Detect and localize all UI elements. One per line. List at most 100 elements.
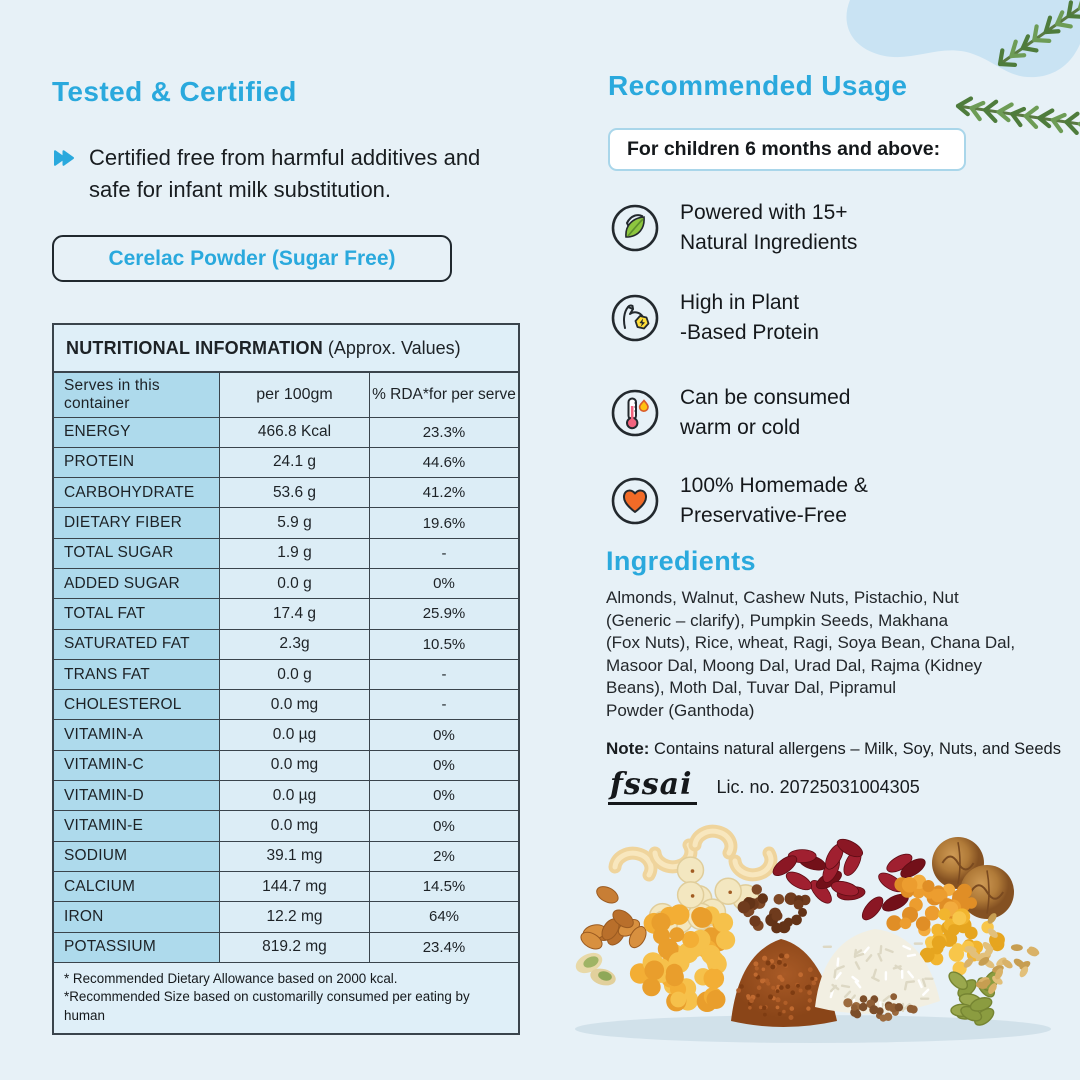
row-label: CALCIUM bbox=[54, 871, 220, 902]
row-label: ENERGY bbox=[54, 417, 220, 447]
table-row: CHOLESTEROL 0.0 mg - bbox=[54, 690, 518, 721]
nutrition-table: NUTRITIONAL INFORMATION (Approx. Values)… bbox=[52, 323, 520, 1036]
table-row: IRON 12.2 mg 64% bbox=[54, 902, 518, 933]
value-rda-percent: 64% bbox=[428, 908, 460, 926]
age-recommendation-box: For children 6 months and above: bbox=[608, 128, 966, 171]
value-per-100gm: 1.9 g bbox=[220, 538, 370, 568]
table-row: VITAMIN-C 0.0 mg 0% bbox=[54, 750, 518, 782]
table-row: TOTAL SUGAR 1.9 g - bbox=[54, 538, 518, 569]
ingredients-list: Almonds, Walnut, Cashew Nuts, Pistachio,… bbox=[606, 588, 1016, 720]
row-label: VITAMIN-C bbox=[54, 750, 220, 781]
row-label: PROTEIN bbox=[54, 447, 220, 478]
value-per-100gm: 819.2 mg bbox=[220, 932, 370, 962]
table-row: TRANS FAT 0.0 g - bbox=[54, 659, 518, 691]
row-label: CARBOHYDRATE bbox=[54, 478, 220, 508]
value-per-100gm: 0.0 g bbox=[220, 659, 370, 690]
value-rda-percent: 44.6% bbox=[422, 453, 466, 471]
value-per-100gm: 144.7 mg bbox=[220, 871, 370, 902]
table-row: CALCIUM 144.7 mg 14.5% bbox=[54, 871, 518, 903]
table-row: DIETARY FIBER 5.9 g 19.6% bbox=[54, 508, 518, 539]
license-row: fssai Lic. no. 20725031004305 bbox=[608, 770, 920, 805]
row-label: POTASSIUM bbox=[54, 932, 220, 962]
row-label: TOTAL FAT bbox=[54, 599, 220, 629]
allergen-note: Note: Contains natural allergens – Milk,… bbox=[606, 739, 1061, 759]
feature-plant-protein: High in Plant -Based Protein bbox=[610, 287, 819, 349]
value-rda-percent: - bbox=[441, 544, 447, 562]
table-title-rest: (Approx. Values) bbox=[322, 337, 461, 358]
col-header-per100gm: per 100gm bbox=[220, 373, 370, 417]
feature-natural-ingredients: Powered with 15+ Natural Ingredients bbox=[610, 197, 857, 259]
value-per-100gm: 24.1 g bbox=[220, 447, 370, 478]
note-label: Note: bbox=[606, 739, 650, 758]
row-label: TOTAL SUGAR bbox=[54, 538, 220, 568]
value-rda-percent: 25.9% bbox=[422, 605, 466, 623]
table-row: TOTAL FAT 17.4 g 25.9% bbox=[54, 599, 518, 630]
value-per-100gm: 0.0 mg bbox=[220, 690, 370, 720]
value-per-100gm: 5.9 g bbox=[220, 508, 370, 538]
table-row: SODIUM 39.1 mg 2% bbox=[54, 841, 518, 872]
value-per-100gm: 466.8 Kcal bbox=[220, 417, 370, 447]
feature-text: High in Plant -Based Protein bbox=[680, 291, 819, 344]
value-per-100gm: 0.0 µg bbox=[220, 781, 370, 811]
table-row: ENERGY 466.8 Kcal 23.3% bbox=[54, 417, 518, 448]
footnote-size: *Recommended Size based on customarilly … bbox=[64, 989, 470, 1023]
col-header-rda: % RDA*for per serve bbox=[372, 385, 516, 403]
value-per-100gm: 2.3g bbox=[220, 629, 370, 659]
heart-icon bbox=[611, 477, 659, 525]
value-per-100gm: 12.2 mg bbox=[220, 902, 370, 932]
muscle-icon bbox=[611, 294, 659, 342]
table-footnotes: * Recommended Dietary Allowance based on… bbox=[54, 962, 518, 1034]
value-per-100gm: 17.4 g bbox=[220, 599, 370, 629]
certified-bullet-text: Certified free from harmful additives an… bbox=[89, 145, 481, 202]
value-rda-percent: 0% bbox=[433, 726, 455, 744]
value-rda-percent: 0% bbox=[433, 575, 455, 593]
table-row: SATURATED FAT 2.3g 10.5% bbox=[54, 629, 518, 660]
table-row: VITAMIN-E 0.0 mg 0% bbox=[54, 811, 518, 842]
value-per-100gm: 53.6 g bbox=[220, 478, 370, 508]
fssai-logo: fssai bbox=[608, 770, 697, 805]
footnote-rda: * Recommended Dietary Allowance based on… bbox=[64, 970, 398, 986]
value-rda-percent: - bbox=[441, 696, 447, 714]
value-per-100gm: 39.1 mg bbox=[220, 841, 370, 871]
value-rda-percent: 0% bbox=[433, 787, 455, 805]
row-label: SODIUM bbox=[54, 841, 220, 871]
feature-text: Powered with 15+ Natural Ingredients bbox=[680, 201, 858, 254]
certified-bullet-row: Certified free from harmful additives an… bbox=[52, 142, 512, 206]
leaf-icon bbox=[611, 204, 659, 252]
table-title-bold: NUTRITIONAL INFORMATION bbox=[66, 337, 323, 358]
table-row: POTASSIUM 819.2 mg 23.4% bbox=[54, 932, 518, 963]
double-chevron-icon bbox=[54, 150, 74, 166]
license-number: Lic. no. 20725031004305 bbox=[716, 777, 920, 797]
table-row: VITAMIN-D 0.0 µg 0% bbox=[54, 781, 518, 812]
value-per-100gm: 0.0 µg bbox=[220, 720, 370, 750]
value-rda-percent: 19.6% bbox=[422, 514, 466, 532]
value-rda-percent: 0% bbox=[433, 756, 455, 774]
value-per-100gm: 0.0 g bbox=[220, 568, 370, 599]
note-text: Contains natural allergens – Milk, Soy, … bbox=[649, 740, 1061, 758]
row-label: VITAMIN-D bbox=[54, 781, 220, 811]
nuts-grains-photo bbox=[575, 824, 1051, 1043]
thermometer-icon bbox=[611, 389, 659, 437]
product-name-box: Cerelac Powder (Sugar Free) bbox=[52, 235, 452, 282]
row-label: VITAMIN-A bbox=[54, 720, 220, 750]
table-row: PROTEIN 24.1 g 44.6% bbox=[54, 447, 518, 479]
value-rda-percent: 0% bbox=[433, 817, 455, 835]
feature-text: Can be consumed warm or cold bbox=[680, 386, 851, 439]
value-rda-percent: 10.5% bbox=[422, 635, 466, 653]
value-rda-percent: 2% bbox=[433, 847, 455, 865]
table-header-row: Serves in this container per 100gm % RDA… bbox=[54, 373, 518, 418]
value-rda-percent: 23.3% bbox=[422, 423, 466, 441]
decorative-blob bbox=[846, 0, 1080, 78]
row-label: IRON bbox=[54, 902, 220, 932]
value-rda-percent: 41.2% bbox=[422, 484, 466, 502]
row-label: DIETARY FIBER bbox=[54, 508, 220, 538]
tested-certified-title: Tested & Certified bbox=[52, 76, 297, 107]
ingredients-title: Ingredients bbox=[606, 546, 756, 576]
table-row: CARBOHYDRATE 53.6 g 41.2% bbox=[54, 478, 518, 509]
row-label: TRANS FAT bbox=[54, 659, 220, 690]
col-header-serves: Serves in this container bbox=[54, 373, 220, 417]
row-label: CHOLESTEROL bbox=[54, 690, 220, 720]
row-label: SATURATED FAT bbox=[54, 629, 220, 659]
nutrition-rows: ENERGY 466.8 Kcal 23.3% PROTEIN 24.1 g 44.6% C… bbox=[54, 417, 518, 963]
